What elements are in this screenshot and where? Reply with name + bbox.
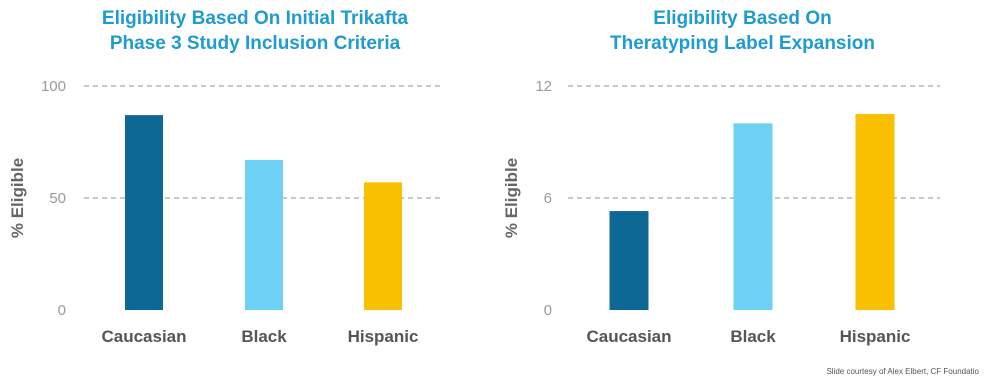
- y-tick-label: 100: [41, 78, 66, 95]
- right-bar-chart: 0 6 12 % Eligible Caucasian Black Hispanic: [502, 78, 940, 346]
- left-chart-title: Eligibility Based On Initial Trikafta Ph…: [0, 6, 510, 56]
- x-category-label: Black: [241, 327, 287, 346]
- right-chart-title: Eligibility Based On Theratyping Label E…: [490, 6, 985, 56]
- y-tick-label: 12: [535, 78, 552, 95]
- left-chart-title-line-1: Eligibility Based On Initial Trikafta: [101, 8, 409, 29]
- bar-hispanic: [364, 182, 402, 310]
- right-chart-title-line-1: Eligibility Based On: [653, 8, 832, 29]
- y-tick-label: 0: [58, 302, 66, 319]
- bar-caucasian: [609, 211, 649, 310]
- bar-black: [245, 159, 283, 310]
- y-tick-label: 0: [544, 302, 552, 319]
- y-tick-label: 50: [49, 190, 66, 207]
- y-tick-label: 6: [544, 190, 552, 207]
- x-category-label: Caucasian: [101, 327, 186, 346]
- right-chart-title-line-2: Theratyping Label Expansion: [610, 33, 875, 54]
- x-category-label: Hispanic: [348, 327, 419, 346]
- bar-caucasian: [125, 115, 163, 311]
- right-chart-panel: Eligibility Based On Theratyping Label E…: [490, 0, 985, 384]
- bar-black: [733, 123, 773, 310]
- x-category-label: Black: [730, 327, 776, 346]
- bar-hispanic: [855, 114, 895, 310]
- x-category-label: Hispanic: [840, 327, 911, 346]
- left-chart-title-line-2: Phase 3 Study Inclusion Criteria: [109, 33, 401, 54]
- x-category-label: Caucasian: [586, 327, 671, 346]
- slide-credit: Slide courtesy of Alex Elbert, CF Founda…: [826, 367, 979, 376]
- left-bar-chart: 0 50 100 % Eligible Caucasian Black Hispanic: [8, 78, 443, 346]
- y-axis-label: % Eligible: [502, 158, 521, 238]
- y-axis-label: % Eligible: [8, 158, 27, 238]
- left-chart-panel: Eligibility Based On Initial Trikafta Ph…: [0, 0, 490, 384]
